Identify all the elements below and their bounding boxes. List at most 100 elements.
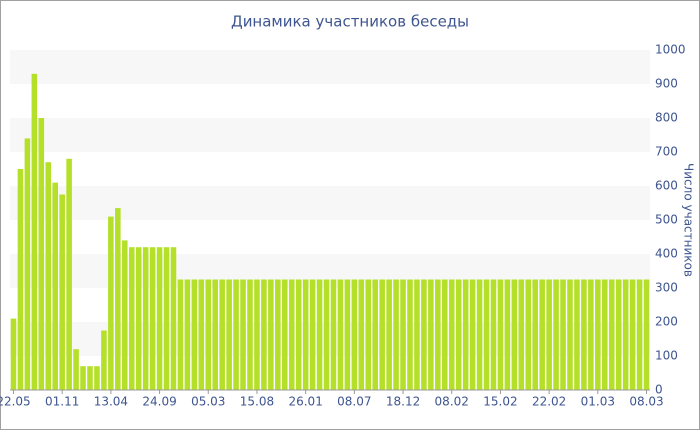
bar <box>504 279 511 390</box>
bar <box>629 279 636 390</box>
bar <box>275 279 281 390</box>
bar <box>122 240 128 390</box>
bar <box>288 279 295 390</box>
bar <box>407 279 413 390</box>
bar <box>428 279 434 390</box>
bar <box>184 279 191 390</box>
y-tick-label: 800 <box>655 111 678 125</box>
bar <box>247 279 253 390</box>
y-tick-label: 600 <box>655 179 678 193</box>
bar <box>379 279 385 390</box>
x-tick-label: 08.02 <box>435 395 469 409</box>
bar <box>156 247 163 390</box>
y-tick-label: 0 <box>655 383 663 397</box>
bar <box>101 330 107 390</box>
bar <box>581 279 587 390</box>
x-tick-label: 24.09 <box>142 395 176 409</box>
y-tick-label: 100 <box>655 349 678 363</box>
bar <box>337 279 344 390</box>
y-tick-label: 900 <box>655 77 678 91</box>
bar <box>198 279 205 390</box>
bar <box>386 279 392 390</box>
bar <box>323 279 330 390</box>
bar <box>191 279 198 390</box>
bar <box>142 247 149 390</box>
grid-band <box>10 50 650 84</box>
bar <box>24 138 31 390</box>
x-tick-label: 08.03 <box>629 395 663 409</box>
bar <box>525 279 532 390</box>
bar <box>469 279 476 390</box>
bar <box>608 279 615 390</box>
bar <box>108 216 114 390</box>
bar <box>38 118 45 390</box>
y-tick-label: 500 <box>655 213 678 227</box>
bar <box>358 279 365 390</box>
bar <box>539 279 545 390</box>
bar <box>295 279 302 390</box>
bar <box>226 279 232 390</box>
bar <box>448 279 455 390</box>
bar <box>595 279 601 390</box>
bar <box>497 279 504 390</box>
x-tick-label: 13.04 <box>94 395 128 409</box>
bar <box>532 279 538 390</box>
x-tick-label: 01.11 <box>45 395 79 409</box>
bar <box>73 349 79 390</box>
bar <box>66 158 72 390</box>
x-tick-label: 15.08 <box>240 395 274 409</box>
bar <box>636 279 643 390</box>
bar <box>309 279 316 390</box>
bar <box>560 279 566 390</box>
bar <box>59 194 65 390</box>
bar <box>80 366 86 390</box>
y-tick-label: 400 <box>655 247 678 261</box>
chart-title: Динамика участников беседы <box>231 13 469 31</box>
bar <box>462 279 469 390</box>
bar <box>149 247 156 390</box>
x-tick-label: 18.12 <box>386 395 420 409</box>
bar <box>476 279 483 390</box>
y-tick-label: 700 <box>655 145 678 159</box>
bar <box>622 279 629 390</box>
bar <box>553 279 559 390</box>
bar <box>240 279 246 390</box>
bar <box>400 279 406 390</box>
bar <box>455 279 462 390</box>
bar <box>163 247 170 390</box>
y-tick-label: 300 <box>655 281 678 295</box>
bar <box>302 279 309 390</box>
bar <box>442 279 448 390</box>
bar <box>615 279 622 390</box>
bar <box>177 279 184 390</box>
bar <box>45 162 52 390</box>
x-tick-label: 26.01 <box>288 395 322 409</box>
x-tick-label: 15.02 <box>483 395 517 409</box>
bar <box>435 279 441 390</box>
bar <box>602 279 608 390</box>
grid-band <box>10 118 650 152</box>
bar <box>261 279 267 390</box>
bar <box>233 279 239 390</box>
bar <box>518 279 525 390</box>
bar <box>546 279 552 390</box>
bar <box>94 366 100 390</box>
bar <box>115 208 121 390</box>
bar <box>135 247 142 390</box>
bar <box>421 279 427 390</box>
bar <box>372 279 378 390</box>
bar <box>52 182 58 390</box>
bar <box>282 279 288 390</box>
bar <box>414 279 420 390</box>
bar <box>344 279 351 390</box>
bar <box>128 247 135 390</box>
bar <box>17 169 24 390</box>
bar <box>254 279 260 390</box>
bar <box>511 279 518 390</box>
x-tick-label: 05.03 <box>191 395 225 409</box>
bar <box>87 366 93 390</box>
x-tick-label: 22.02 <box>532 395 566 409</box>
x-tick-label: 22.05 <box>0 395 31 409</box>
bar <box>219 279 225 390</box>
